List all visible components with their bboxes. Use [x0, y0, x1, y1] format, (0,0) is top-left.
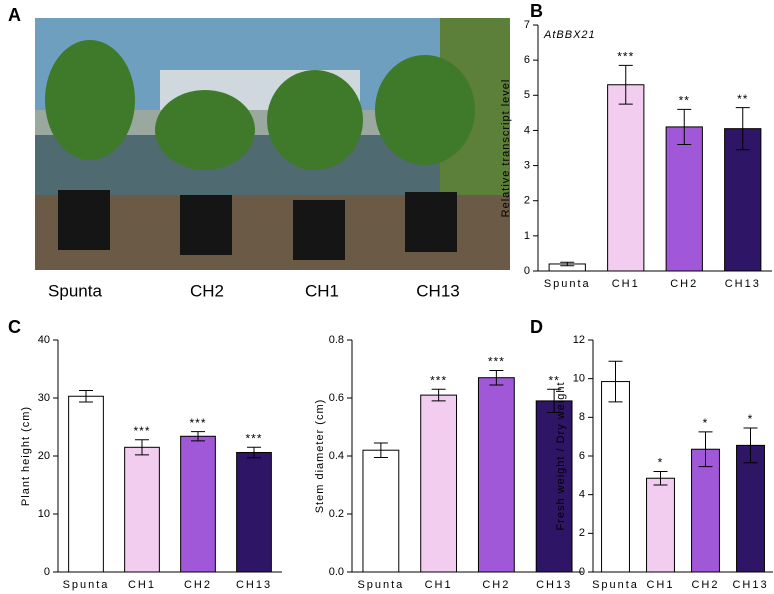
- y-axis-label: Fresh weight / Dry weight: [555, 381, 567, 530]
- bar: [124, 446, 160, 573]
- y-tick-label: 10: [573, 373, 585, 385]
- x-tick-label: Spunta: [357, 579, 404, 591]
- bar: [646, 477, 675, 573]
- photo: [35, 18, 510, 270]
- error-bar: [743, 427, 758, 464]
- error-bar: [653, 470, 668, 486]
- error-bar: [79, 389, 93, 403]
- x-tick-label: CH2: [670, 278, 698, 290]
- y-tick-label: 30: [38, 392, 50, 404]
- bar: [607, 84, 645, 272]
- significance: ***: [488, 355, 505, 369]
- x-tick-label: CH2: [482, 579, 510, 591]
- significance: *: [658, 456, 664, 470]
- bar: [420, 394, 458, 573]
- panel-label: D: [530, 317, 543, 337]
- bar: [236, 452, 272, 573]
- error-bar: [373, 442, 388, 458]
- y-tick-label: 2: [579, 527, 585, 539]
- panel-label: B: [530, 1, 543, 21]
- bar: [535, 400, 573, 573]
- y-tick-label: 2: [524, 195, 530, 207]
- significance: ***: [133, 424, 150, 438]
- error-bar: [547, 388, 562, 413]
- significance: **: [737, 92, 748, 106]
- y-tick-label: 0.8: [329, 334, 344, 346]
- y-tick-label: 0.4: [329, 450, 344, 462]
- y-tick-label: 4: [524, 124, 530, 136]
- error-bar: [608, 360, 623, 403]
- photo-label: CH13: [416, 281, 459, 300]
- bar: [724, 128, 762, 272]
- y-tick-label: 8: [579, 411, 585, 423]
- y-tick-label: 40: [38, 334, 50, 346]
- x-tick-label: CH13: [732, 579, 768, 591]
- x-tick-label: CH1: [128, 579, 156, 591]
- x-tick-label: Spunta: [63, 579, 110, 591]
- photo-label: CH2: [190, 281, 224, 300]
- x-tick-label: CH1: [612, 278, 640, 290]
- bar: [665, 126, 703, 272]
- significance: ***: [617, 50, 634, 64]
- y-tick-label: 0.2: [329, 508, 344, 520]
- x-tick-label: CH2: [691, 579, 719, 591]
- error-bar: [677, 108, 692, 145]
- error-bar: [431, 388, 446, 402]
- y-axis-label: Plant height (cm): [20, 406, 32, 506]
- y-tick-label: 0.0: [329, 566, 344, 578]
- y-axis-label: Stem diameter (cm): [314, 399, 326, 514]
- panel-label: A: [8, 5, 21, 25]
- error-bar: [489, 369, 504, 386]
- y-tick-label: 10: [38, 508, 50, 520]
- significance: *: [748, 412, 754, 426]
- significance: *: [703, 416, 709, 430]
- error-bar: [735, 107, 750, 151]
- bar: [362, 449, 400, 573]
- x-tick-label: CH13: [725, 278, 761, 290]
- error-bar: [135, 439, 149, 456]
- y-tick-label: 3: [524, 159, 530, 171]
- significance: **: [548, 373, 559, 387]
- bar: [477, 377, 515, 573]
- y-tick-label: 1: [524, 230, 530, 242]
- y-axis-label: Relative transcript level: [500, 79, 512, 218]
- bar: [601, 381, 630, 573]
- x-tick-label: CH13: [236, 579, 272, 591]
- x-tick-label: CH13: [536, 579, 572, 591]
- x-tick-label: Spunta: [592, 579, 639, 591]
- x-tick-label: CH2: [184, 579, 212, 591]
- x-tick-label: CH1: [425, 579, 453, 591]
- error-bar: [618, 64, 633, 105]
- photo-label: Spunta: [48, 281, 102, 300]
- y-tick-label: 0: [44, 566, 50, 578]
- significance: ***: [189, 416, 206, 430]
- bar: [68, 395, 104, 573]
- significance: ***: [245, 431, 262, 445]
- photo-label: CH1: [305, 281, 339, 300]
- y-tick-label: 20: [38, 450, 50, 462]
- chart-title: AtBBX21: [543, 29, 596, 41]
- bar: [180, 435, 216, 573]
- x-tick-label: Spunta: [544, 278, 591, 290]
- bar: [691, 448, 720, 573]
- y-tick-label: 6: [579, 450, 585, 462]
- error-bar: [560, 261, 575, 267]
- y-tick-label: 5: [524, 89, 530, 101]
- significance: ***: [430, 373, 447, 387]
- y-tick-label: 0.6: [329, 392, 344, 404]
- bar: [736, 444, 765, 573]
- y-tick-label: 12: [573, 334, 585, 346]
- error-bar: [698, 431, 713, 468]
- y-tick-label: 0: [579, 566, 585, 578]
- error-bar: [247, 446, 261, 459]
- panel-label: C: [8, 317, 21, 337]
- y-tick-label: 7: [524, 19, 530, 31]
- x-tick-label: CH1: [646, 579, 674, 591]
- y-tick-label: 0: [524, 265, 530, 277]
- y-tick-label: 4: [579, 489, 585, 501]
- y-tick-label: 6: [524, 54, 530, 66]
- error-bar: [191, 431, 205, 442]
- significance: **: [679, 94, 690, 108]
